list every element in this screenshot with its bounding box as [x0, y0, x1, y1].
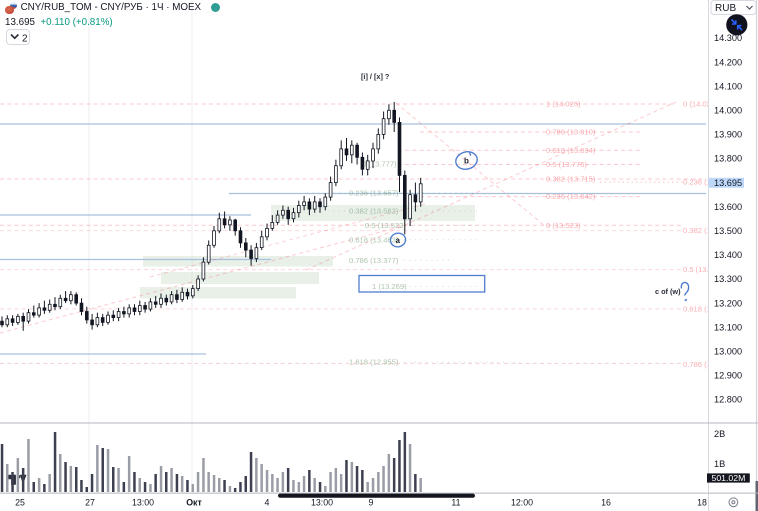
- svg-text:a: a: [396, 236, 401, 245]
- svg-text:13.100: 13.100: [714, 322, 742, 332]
- svg-text:25: 25: [15, 497, 25, 507]
- svg-text:9: 9: [369, 497, 374, 507]
- svg-text:16: 16: [601, 497, 611, 507]
- svg-text:0.382 (13.582): 0.382 (13.582): [349, 207, 399, 216]
- svg-text:0.5 (13.523): 0.5 (13.523): [365, 221, 406, 230]
- svg-text:0.618 (13.463): 0.618 (13.463): [349, 235, 399, 244]
- svg-text:14.000: 14.000: [714, 106, 742, 116]
- svg-text:13.695: 13.695: [714, 178, 742, 188]
- svg-text:0.618 (13.834): 0.618 (13.834): [546, 146, 596, 155]
- svg-text:0.786 (12.945): 0.786 (12.945): [683, 360, 733, 369]
- svg-text:4: 4: [265, 497, 270, 507]
- svg-text:13.800: 13.800: [714, 154, 742, 164]
- svg-text:13.500: 13.500: [714, 226, 742, 236]
- svg-text:13.600: 13.600: [714, 202, 742, 212]
- svg-text:2: 2: [22, 34, 28, 45]
- svg-text:13:00: 13:00: [132, 497, 154, 507]
- svg-text:b: b: [464, 157, 469, 166]
- svg-text:0.786 (13.377): 0.786 (13.377): [349, 256, 399, 265]
- svg-text:0.382 (13.501): 0.382 (13.501): [683, 226, 733, 235]
- svg-text:c of (w): c of (w): [655, 287, 681, 296]
- svg-text:1B: 1B: [714, 459, 725, 469]
- svg-text:0.618 (13.176): 0.618 (13.176): [683, 305, 733, 314]
- svg-text:18: 18: [697, 497, 707, 507]
- svg-text:13.300: 13.300: [714, 274, 742, 284]
- svg-text:0.236 (13.657): 0.236 (13.657): [349, 189, 399, 198]
- svg-text:0.236 (13.702): 0.236 (13.702): [683, 178, 733, 187]
- svg-text:13.000: 13.000: [714, 347, 742, 357]
- svg-text:RUB: RUB: [715, 3, 736, 14]
- svg-text:1.618 (12.955): 1.618 (12.955): [349, 358, 399, 367]
- svg-text:13:00: 13:00: [311, 497, 333, 507]
- svg-text:501.02M: 501.02M: [712, 473, 746, 483]
- svg-text:0.5 (13.775): 0.5 (13.775): [546, 160, 587, 169]
- svg-text:13.200: 13.200: [714, 298, 742, 308]
- svg-text:0.236 (13.642): 0.236 (13.642): [546, 192, 596, 201]
- svg-text:0 (13.777): 0 (13.777): [362, 160, 397, 169]
- svg-text:[i] / [x] ?: [i] / [x] ?: [361, 72, 390, 81]
- svg-text:13.900: 13.900: [714, 130, 742, 140]
- svg-text:1 (14.026): 1 (14.026): [546, 100, 581, 109]
- svg-text:11: 11: [451, 497, 460, 507]
- svg-text:12.800: 12.800: [714, 395, 742, 405]
- svg-text:14.200: 14.200: [714, 57, 742, 67]
- svg-text:Окт: Окт: [186, 497, 202, 507]
- svg-text:0 (13.523): 0 (13.523): [546, 221, 581, 230]
- svg-text:0 (14.026): 0 (14.026): [683, 100, 718, 109]
- svg-text:13.400: 13.400: [714, 250, 742, 260]
- svg-text:0.786 (13.910): 0.786 (13.910): [546, 128, 596, 137]
- svg-text:12.900: 12.900: [714, 371, 742, 381]
- svg-text:14.300: 14.300: [714, 33, 742, 43]
- svg-text:12:00: 12:00: [511, 497, 533, 507]
- svg-text:0.382 (13.715): 0.382 (13.715): [546, 175, 596, 184]
- svg-text:1 (13.269): 1 (13.269): [372, 282, 407, 291]
- svg-text:14.100: 14.100: [714, 81, 742, 91]
- svg-text:2B: 2B: [714, 429, 725, 439]
- svg-text:27: 27: [85, 497, 95, 507]
- svg-text:0.5 (13.339): 0.5 (13.339): [683, 265, 724, 274]
